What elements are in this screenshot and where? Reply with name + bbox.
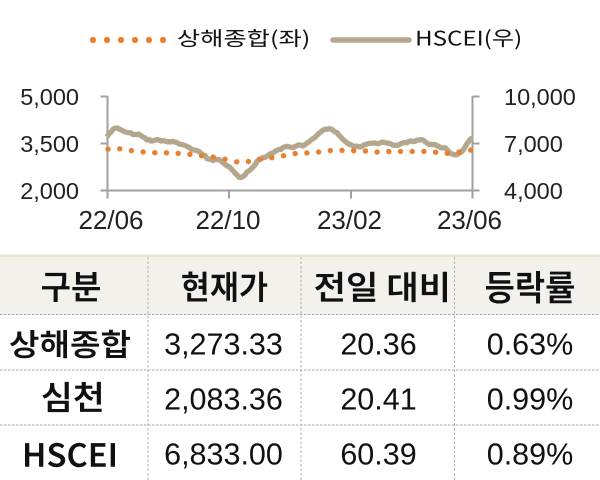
svg-text:2,000: 2,000 xyxy=(20,178,79,204)
svg-text:22/10: 22/10 xyxy=(195,205,260,235)
svg-text:0.99%: 0.99% xyxy=(487,383,573,417)
svg-text:23/02: 23/02 xyxy=(317,205,382,235)
svg-text:3,500: 3,500 xyxy=(20,131,79,157)
svg-text:3,273.33: 3,273.33 xyxy=(164,328,283,362)
svg-text:0.89%: 0.89% xyxy=(487,438,573,472)
svg-text:4,000: 4,000 xyxy=(504,178,563,204)
svg-text:20.36: 20.36 xyxy=(340,328,416,362)
svg-text:60.39: 60.39 xyxy=(340,438,416,472)
svg-text:10,000: 10,000 xyxy=(504,84,576,110)
svg-text:20.41: 20.41 xyxy=(340,383,416,417)
svg-text:2,083.36: 2,083.36 xyxy=(164,383,283,417)
svg-text:6,833.00: 6,833.00 xyxy=(164,438,283,472)
svg-text:23/06: 23/06 xyxy=(437,205,502,235)
svg-text:22/06: 22/06 xyxy=(78,205,143,235)
svg-text:0.63%: 0.63% xyxy=(487,328,573,362)
svg-text:7,000: 7,000 xyxy=(504,131,563,157)
svg-text:5,000: 5,000 xyxy=(20,84,79,110)
